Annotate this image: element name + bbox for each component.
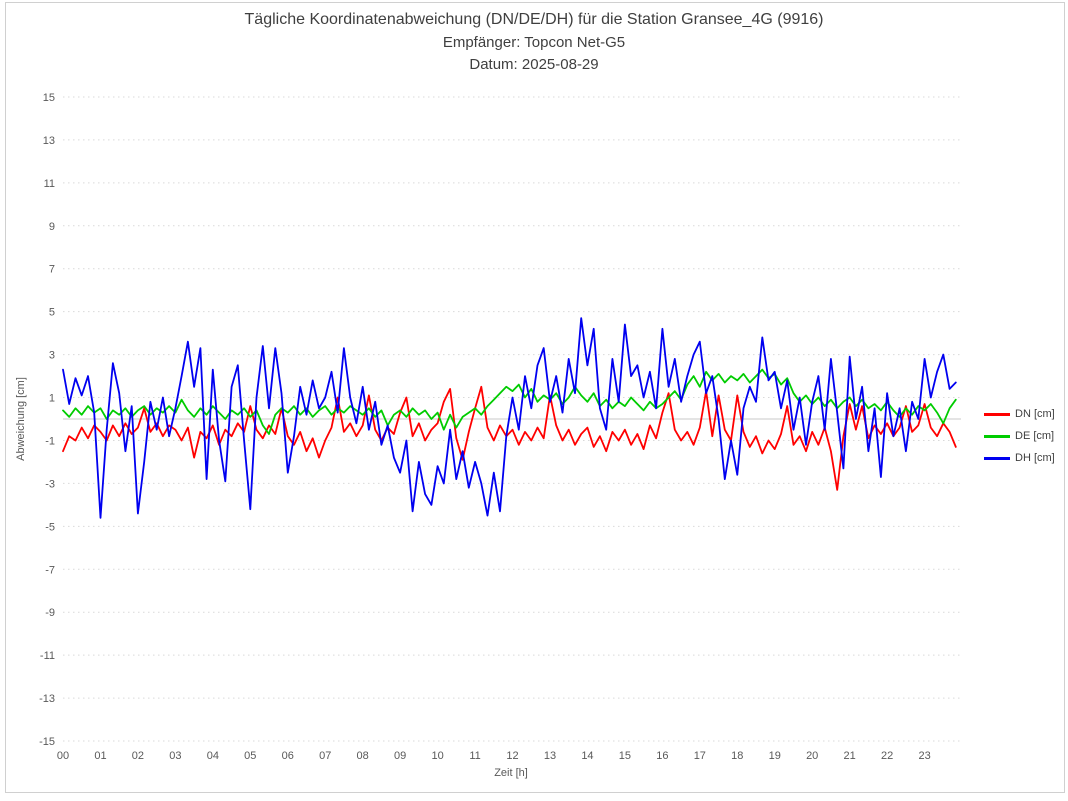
series-line-de xyxy=(62,368,957,435)
x-tick-18: 18 xyxy=(731,750,743,762)
chart-subtitle-receiver: Empfänger: Topcon Net-G5 xyxy=(442,34,626,51)
x-tick-09: 09 xyxy=(394,750,406,762)
x-axis-title: Zeit [h] xyxy=(494,767,528,779)
x-tick-21: 21 xyxy=(844,750,856,762)
legend-label-dh: DH [cm] xyxy=(1015,452,1055,464)
legend-item-dh: DH [cm] xyxy=(984,451,1055,465)
y-tick--5: -5 xyxy=(45,521,55,533)
y-tick--3: -3 xyxy=(45,478,55,490)
y-tick--1: -1 xyxy=(45,435,55,447)
series-line-dn xyxy=(62,385,957,491)
series-lines xyxy=(62,317,957,519)
x-tick-17: 17 xyxy=(694,750,706,762)
x-tick-22: 22 xyxy=(881,750,893,762)
x-tick-16: 16 xyxy=(656,750,668,762)
x-tick-12: 12 xyxy=(506,750,518,762)
y-axis-tick-labels: 15 13 11 9 7 5 3 1 -1 -3 -5 -7 -9 -11 -13 -15 xyxy=(39,92,55,748)
y-gridlines xyxy=(63,96,961,742)
x-tick-20: 20 xyxy=(806,750,818,762)
x-tick-04: 04 xyxy=(207,750,219,762)
dh-line-swatch-icon xyxy=(984,456,1010,460)
x-tick-03: 03 xyxy=(169,750,181,762)
x-tick-14: 14 xyxy=(581,750,593,762)
y-tick-13: 13 xyxy=(43,135,55,147)
y-axis-title: Abweichung [cm] xyxy=(15,377,27,461)
x-tick-10: 10 xyxy=(431,750,443,762)
y-tick-15: 15 xyxy=(43,92,55,104)
x-tick-00: 00 xyxy=(57,750,69,762)
legend-label-dn: DN [cm] xyxy=(1015,408,1055,420)
y-tick--7: -7 xyxy=(45,564,55,576)
y-tick--11: -11 xyxy=(40,650,55,662)
chart-subtitle-date: Datum: 2025-08-29 xyxy=(469,56,599,73)
x-tick-11: 11 xyxy=(469,750,480,762)
x-tick-01: 01 xyxy=(94,750,106,762)
de-line-swatch-icon xyxy=(984,434,1010,438)
x-tick-02: 02 xyxy=(132,750,144,762)
x-tick-15: 15 xyxy=(619,750,631,762)
y-tick--9: -9 xyxy=(45,607,55,619)
y-tick-9: 9 xyxy=(49,221,55,233)
x-tick-08: 08 xyxy=(357,750,369,762)
x-tick-13: 13 xyxy=(544,750,556,762)
series-line-dh xyxy=(62,317,957,519)
y-tick-1: 1 xyxy=(49,393,55,405)
y-tick--13: -13 xyxy=(39,693,55,705)
x-tick-05: 05 xyxy=(244,750,256,762)
x-axis-tick-labels: 00 01 02 03 04 05 06 07 08 09 10 11 12 13 14 15 16 17 18 19… xyxy=(57,750,931,762)
chart-header: Tägliche Koordinatenabweichung (DN/DE/DH… xyxy=(0,8,1068,76)
y-tick--15: -15 xyxy=(39,736,55,748)
x-tick-07: 07 xyxy=(319,750,331,762)
y-tick-7: 7 xyxy=(49,264,55,276)
y-tick-5: 5 xyxy=(49,307,55,319)
dn-line-swatch-icon xyxy=(984,412,1010,416)
legend-item-de: DE [cm] xyxy=(984,429,1055,443)
y-tick-11: 11 xyxy=(44,178,55,190)
y-tick-3: 3 xyxy=(49,350,55,362)
legend-item-dn: DN [cm] xyxy=(984,407,1055,421)
chart-title: Tägliche Koordinatenabweichung (DN/DE/DH… xyxy=(244,11,824,28)
x-tick-23: 23 xyxy=(918,750,930,762)
x-tick-06: 06 xyxy=(282,750,294,762)
legend-label-de: DE [cm] xyxy=(1015,430,1055,442)
chart-legend: DN [cm] DE [cm] DH [cm] xyxy=(984,407,1055,465)
x-tick-19: 19 xyxy=(769,750,781,762)
